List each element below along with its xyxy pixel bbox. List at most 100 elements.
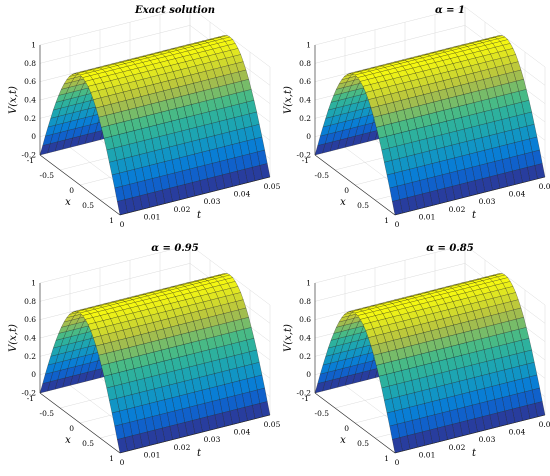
x-tick-label: -0.5	[40, 171, 55, 180]
x-axis-label: x	[340, 435, 346, 446]
z-tick-label: 0.4	[24, 96, 36, 105]
surface-plot-2: -0.200.20.40.60.81-1-0.500.51 00.010.020.…	[283, 5, 550, 229]
z-tick-label: 1	[306, 279, 311, 288]
plot-title: α = 1	[435, 5, 465, 16]
t-axis-label: t	[472, 448, 477, 459]
x-tick-label: -0.5	[315, 409, 330, 418]
surface-plot-1: -0.200.20.40.60.81-1-0.500.51 00.010.020.…	[8, 5, 281, 229]
z-tick-label: 0.8	[24, 297, 36, 306]
t-tick-label: 0.02	[174, 443, 191, 452]
z-tick-label: 0.6	[299, 315, 311, 324]
t-tick-label: 0.01	[144, 212, 161, 221]
x-tick-label: 1	[109, 454, 114, 463]
z-tick-label: 0.2	[299, 114, 311, 123]
t-axis-label: t	[472, 210, 477, 221]
axes-lines	[39, 45, 271, 216]
surface-mesh	[39, 35, 271, 216]
x-tick-label: -1	[27, 156, 34, 165]
z-tick-label: 0.2	[24, 114, 36, 123]
z-tick-label: 0	[31, 370, 36, 379]
x-tick-label: 0.5	[357, 201, 369, 210]
z-tick-label: 0.2	[299, 352, 311, 361]
z-tick-label: -0.2	[22, 389, 37, 398]
x-tick-label: 0.5	[357, 439, 369, 448]
z-axis-label: V(x,t)	[8, 324, 19, 352]
x-tick-label: -1	[302, 156, 309, 165]
x-tick-label: 1	[384, 454, 389, 463]
axes-lines	[314, 45, 546, 216]
t-tick-label: 0	[395, 220, 400, 229]
x-axis-label: x	[65, 197, 71, 208]
t-tick-label: 0.04	[509, 428, 526, 437]
t-tick-label: 0.05	[539, 182, 550, 191]
z-tick-label: 0	[306, 370, 311, 379]
t-tick-label: 0.02	[174, 205, 191, 214]
z-tick-label: 0.4	[24, 334, 36, 343]
t-tick-label: 0.05	[264, 182, 281, 191]
x-tick-label: 0.5	[82, 439, 94, 448]
x-tick-label: 0	[344, 424, 349, 433]
z-tick-label: 0.8	[299, 59, 311, 68]
axes-lines	[39, 283, 271, 454]
x-axis-label: x	[65, 435, 71, 446]
x-tick-label: 0	[69, 186, 74, 195]
t-tick-label: 0.01	[144, 450, 161, 459]
axes-lines	[314, 283, 546, 454]
t-tick-label: 0.04	[234, 428, 251, 437]
surface-mesh	[39, 273, 271, 454]
t-tick-label: 0.02	[449, 205, 466, 214]
z-tick-label: 0.2	[24, 352, 36, 361]
t-tick-label: 0.01	[419, 212, 436, 221]
plot-title: α = 0.85	[426, 243, 473, 254]
t-tick-label: 0.03	[479, 435, 496, 444]
x-tick-label: -0.5	[315, 171, 330, 180]
z-tick-label: 1	[306, 41, 311, 50]
z-tick-label: 0.4	[299, 334, 311, 343]
plot-title: Exact solution	[134, 5, 215, 16]
x-tick-label: 1	[109, 216, 114, 225]
z-axis-label: V(x,t)	[283, 86, 294, 114]
t-tick-label: 0.03	[204, 197, 221, 206]
surface-plot-3: -0.200.20.40.60.81-1-0.500.51 00.010.020.…	[8, 243, 281, 467]
x-tick-label: -1	[27, 394, 34, 403]
z-tick-label: -0.2	[22, 151, 37, 160]
x-tick-label: -1	[302, 394, 309, 403]
z-axis-label: V(x,t)	[283, 324, 294, 352]
surface-plot-4: -0.200.20.40.60.81-1-0.500.51 00.010.020.…	[283, 243, 550, 467]
z-tick-label: 0.8	[24, 59, 36, 68]
z-tick-label: 1	[31, 279, 36, 288]
z-tick-label: 0.6	[299, 77, 311, 86]
x-tick-label: 0	[69, 424, 74, 433]
z-tick-label: 0.6	[24, 77, 36, 86]
t-tick-label: 0	[120, 220, 125, 229]
z-tick-label: 0.4	[299, 96, 311, 105]
x-tick-label: 0.5	[82, 201, 94, 210]
z-tick-label: 0	[31, 132, 36, 141]
t-tick-label: 0	[120, 458, 125, 467]
z-tick-label: 0	[306, 132, 311, 141]
t-tick-label: 0	[395, 458, 400, 467]
x-tick-label: 0	[344, 186, 349, 195]
t-axis-label: t	[197, 210, 202, 221]
t-tick-label: 0.03	[479, 197, 496, 206]
plot-title: α = 0.95	[151, 243, 198, 254]
t-tick-label: 0.04	[234, 190, 251, 199]
z-tick-label: 0.8	[299, 297, 311, 306]
t-axis-label: t	[197, 448, 202, 459]
surface-mesh	[314, 273, 546, 454]
z-axis-label: V(x,t)	[8, 86, 19, 114]
surface-mesh	[314, 35, 546, 216]
z-tick-label: 1	[31, 41, 36, 50]
x-axis-label: x	[340, 197, 346, 208]
t-tick-label: 0.05	[264, 420, 281, 429]
z-tick-label: 0.6	[24, 315, 36, 324]
t-tick-label: 0.05	[539, 420, 550, 429]
z-tick-label: -0.2	[297, 151, 312, 160]
x-tick-label: -0.5	[40, 409, 55, 418]
t-tick-label: 0.01	[419, 450, 436, 459]
z-tick-label: -0.2	[297, 389, 312, 398]
x-tick-label: 1	[384, 216, 389, 225]
t-tick-label: 0.04	[509, 190, 526, 199]
t-tick-label: 0.03	[204, 435, 221, 444]
